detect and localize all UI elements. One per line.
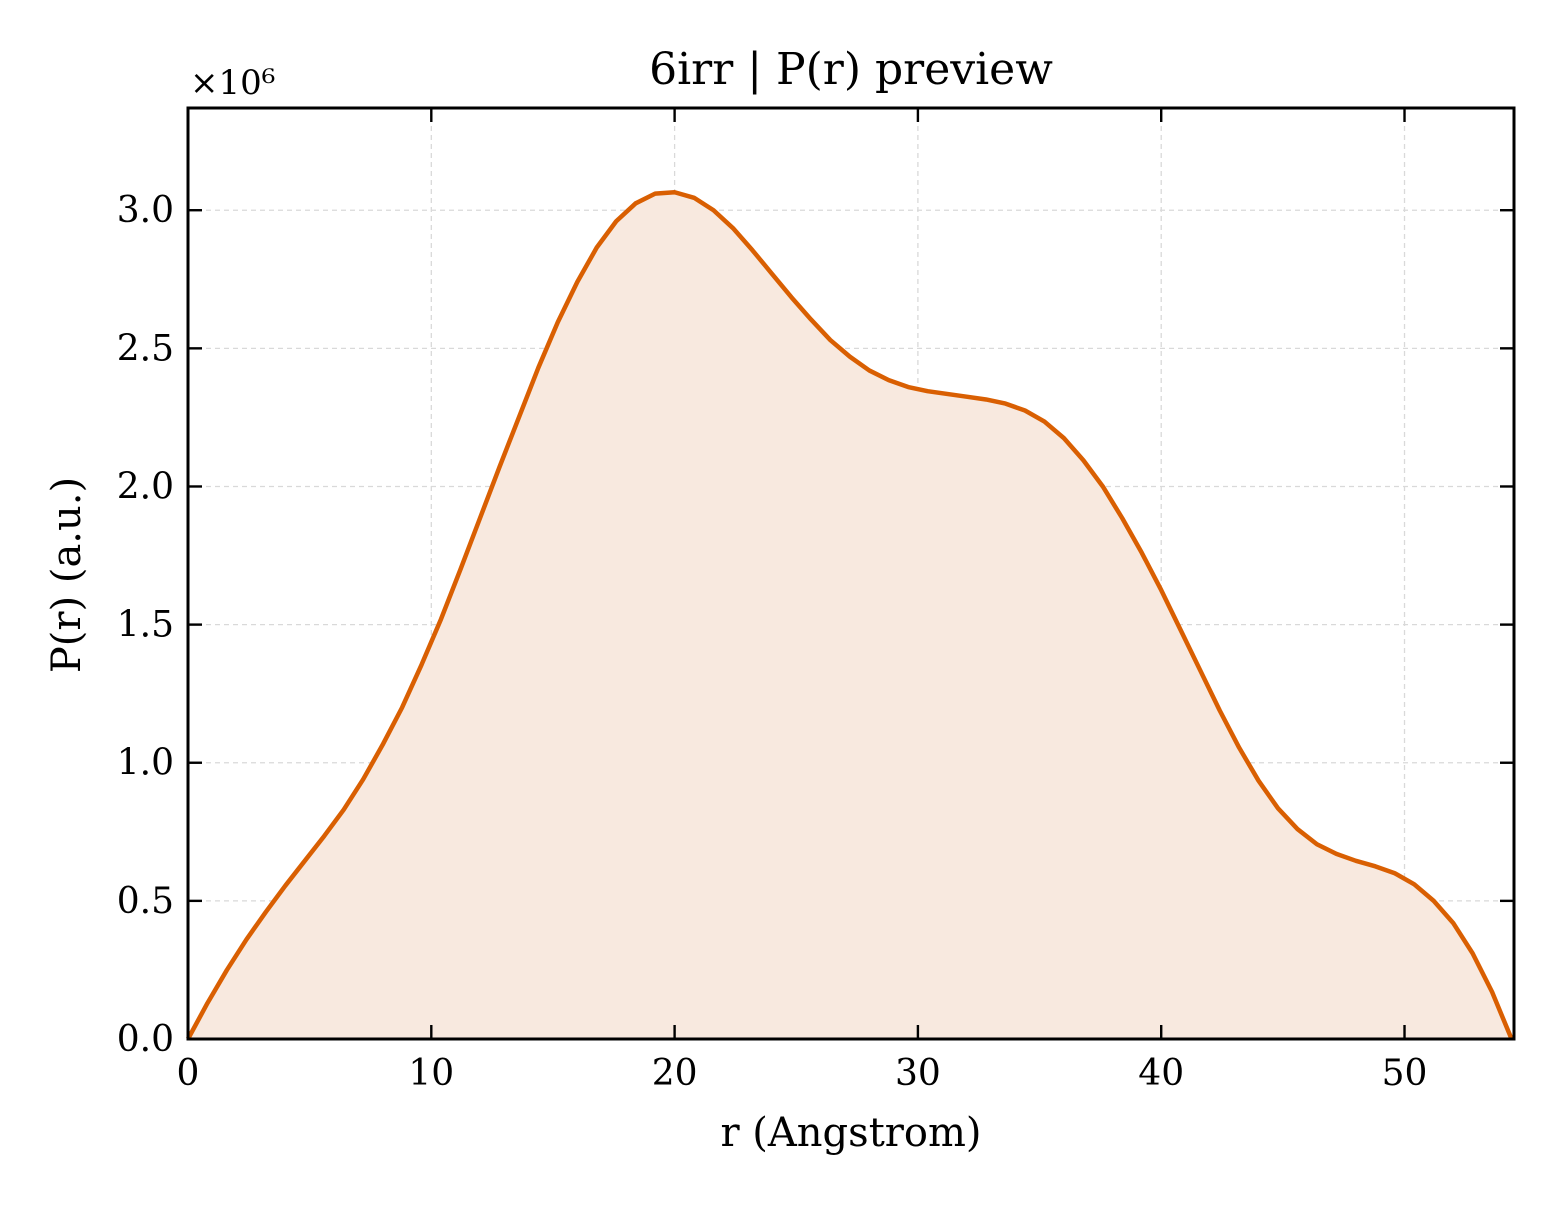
- x-axis-ticks: 0 10 20 30 40 50: [177, 108, 1428, 1094]
- x-tick-label: 10: [408, 1053, 454, 1094]
- x-tick-label: 50: [1382, 1053, 1428, 1094]
- pr-series-line: [186, 190, 1514, 1041]
- y-tick-label: 1.5: [117, 605, 174, 646]
- y-tick-label: 0.0: [117, 1019, 174, 1060]
- y-tick-label: 3.0: [117, 190, 174, 231]
- y-tick-label: 1.0: [117, 743, 174, 784]
- x-tick-label: 0: [177, 1053, 200, 1094]
- x-axis-label: r (Angstrom): [720, 1110, 981, 1156]
- x-tick-label: 20: [652, 1053, 698, 1094]
- plot-frame: [186, 106, 1516, 1041]
- pr-area-fill: [188, 192, 1512, 1039]
- y-tick-label: 2.0: [117, 466, 174, 507]
- y-axis-multiplier: ×10⁶: [190, 63, 275, 103]
- y-tick-label: 0.5: [117, 881, 174, 922]
- chart-title: 6irr | P(r) preview: [649, 44, 1053, 95]
- x-tick-label: 40: [1138, 1053, 1184, 1094]
- x-tick-label: 30: [895, 1053, 941, 1094]
- y-axis-label: P(r) (a.u.): [44, 477, 90, 673]
- y-axis-ticks: 0.0 0.5 1.0 1.5 2.0 2.5 3.0: [117, 190, 1514, 1060]
- y-tick-label: 2.5: [117, 328, 174, 369]
